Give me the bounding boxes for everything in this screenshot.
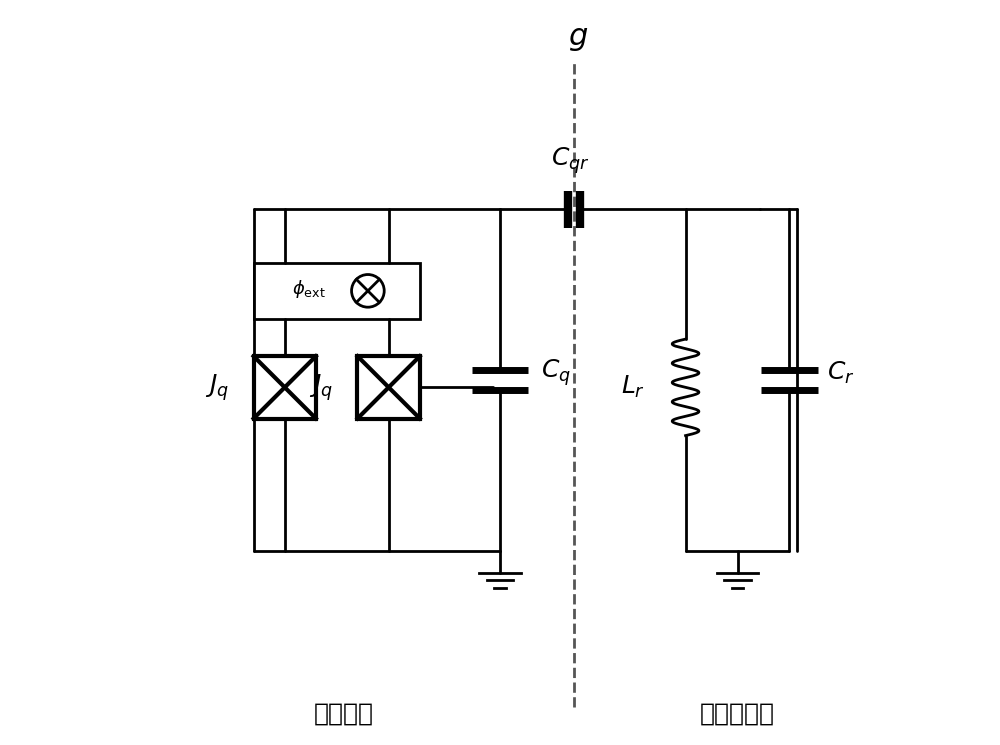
Bar [357, 356, 420, 419]
Bar [254, 263, 420, 319]
Text: $C_q$: $C_q$ [541, 357, 571, 388]
Bar [254, 356, 316, 419]
Text: $g$: $g$ [568, 22, 588, 54]
Text: $\phi_{\mathrm{ext}}$: $\phi_{\mathrm{ext}}$ [292, 279, 326, 300]
Text: $C_{qr}$: $C_{qr}$ [551, 145, 590, 176]
Text: $J_q$: $J_q$ [205, 372, 229, 403]
Text: 量子比特: 量子比特 [314, 702, 374, 726]
Text: $J_q$: $J_q$ [309, 372, 333, 403]
Text: $C_r$: $C_r$ [827, 359, 854, 386]
Text: 读取谐振腔: 读取谐振腔 [700, 702, 775, 726]
Text: $L_r$: $L_r$ [621, 374, 645, 401]
